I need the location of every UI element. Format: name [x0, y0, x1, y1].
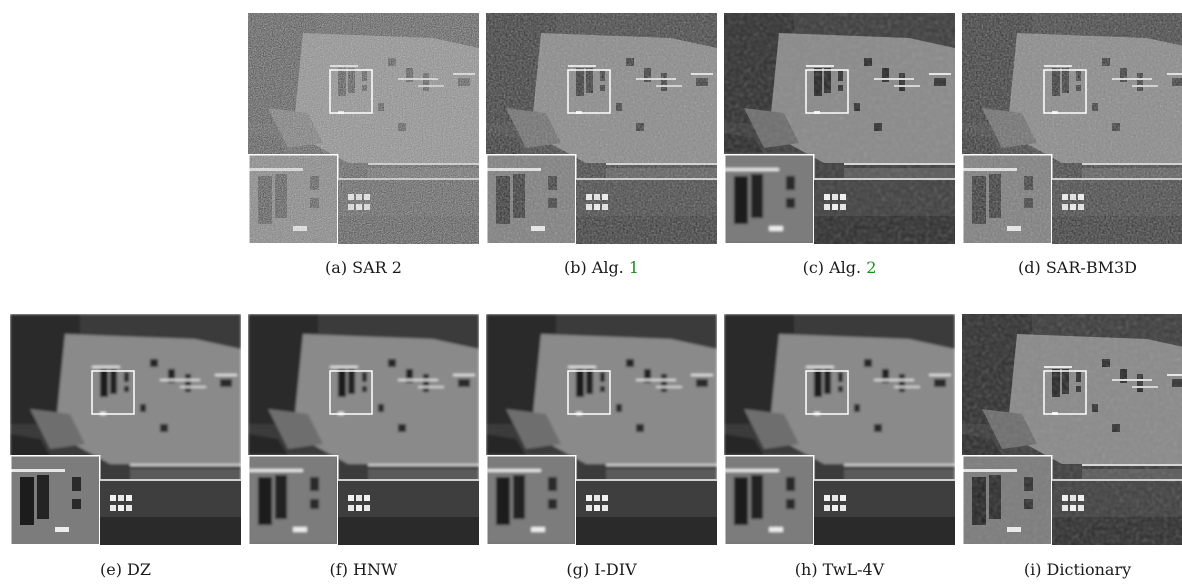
caption-f: (f) HNW — [329, 560, 398, 579]
panel-a-image — [248, 13, 479, 244]
panel-e-image — [10, 314, 241, 545]
panel-d-image — [962, 13, 1182, 244]
caption-b: (b) Alg. 1 — [563, 258, 640, 277]
caption-h: (h) TwL-4V — [794, 560, 885, 579]
panel-h-image — [724, 314, 955, 545]
zoom-box — [329, 69, 373, 114]
panel-b-image — [486, 13, 717, 244]
alg-2-ref-link[interactable]: 2 — [866, 258, 877, 277]
panel-f-image — [248, 314, 479, 545]
panel-i-image — [962, 314, 1182, 545]
caption-i: (i) Dictionary — [1023, 560, 1132, 579]
caption-a: (a) SAR 2 — [325, 258, 402, 277]
panel-c-image — [724, 13, 955, 244]
caption-d: (d) SAR-BM3D — [1018, 258, 1137, 277]
caption-g: (g) I-DIV — [566, 560, 637, 579]
caption-c: (c) Alg. 2 — [802, 258, 877, 277]
panel-g-image — [486, 314, 717, 545]
caption-e: (e) DZ — [100, 560, 151, 579]
alg-1-ref-link[interactable]: 1 — [628, 258, 640, 277]
